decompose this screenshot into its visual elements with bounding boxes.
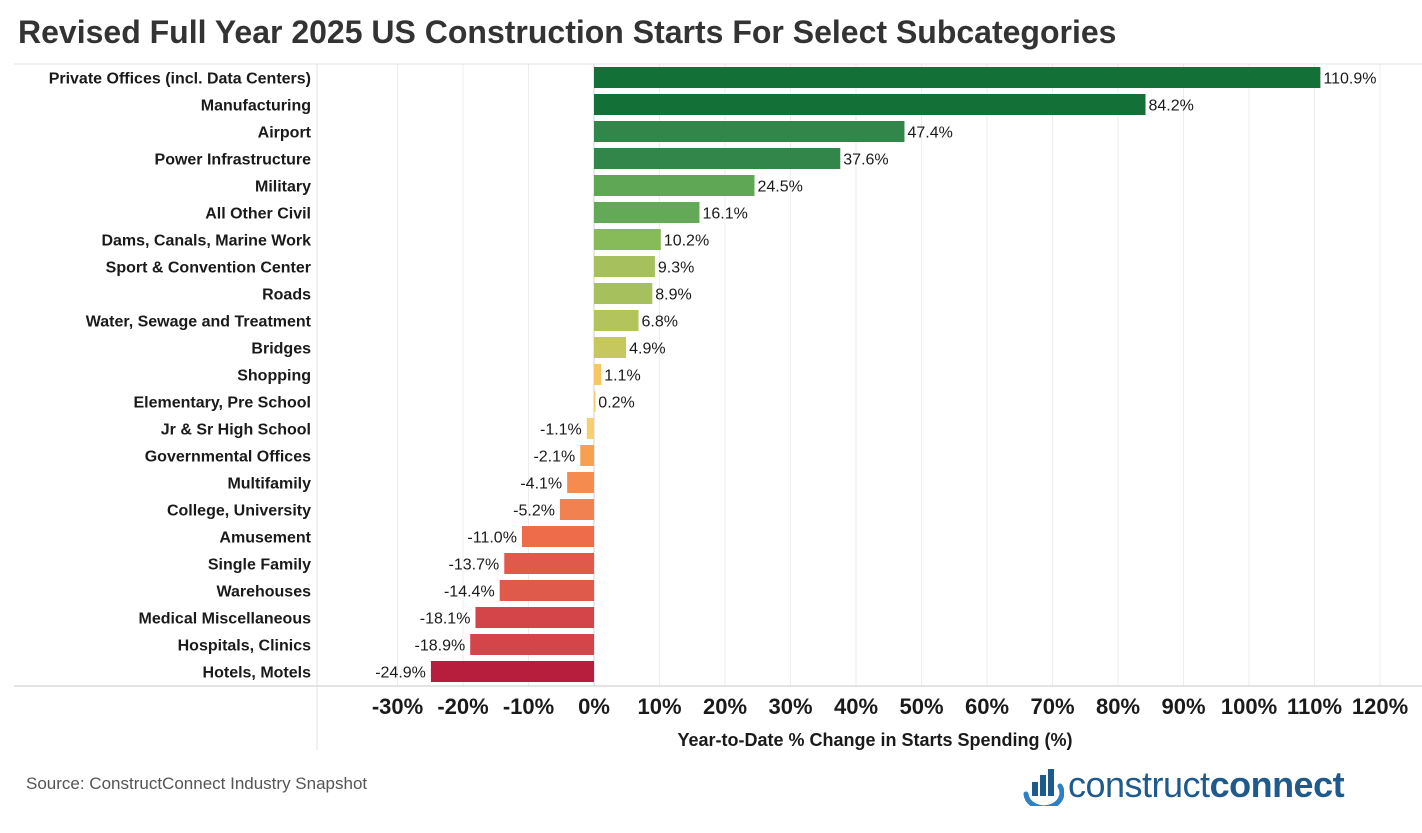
value-label: 4.9% xyxy=(629,341,665,358)
category-label: All Other Civil xyxy=(205,206,311,223)
bar xyxy=(504,553,594,574)
bar xyxy=(594,229,661,250)
bar xyxy=(499,580,594,601)
bar xyxy=(594,121,905,142)
value-label: -18.1% xyxy=(420,611,471,628)
bar xyxy=(586,418,594,439)
category-label: Hospitals, Clinics xyxy=(178,638,311,655)
x-axis-ticks: -30% -20% -10% 0% 10% 20% 30% 40% 50% 60% 70% 80% 90… xyxy=(372,694,1408,719)
x-tick-label: 50% xyxy=(899,694,943,719)
bar xyxy=(594,256,655,277)
category-label: Manufacturing xyxy=(201,98,311,115)
value-label: 24.5% xyxy=(757,179,802,196)
logo-wordmark-construct: construct xyxy=(1068,764,1210,805)
logo-wordmark-connect: connect xyxy=(1209,764,1345,805)
category-label: Multifamily xyxy=(227,476,311,493)
bar xyxy=(594,202,700,223)
bar xyxy=(594,310,639,331)
category-label: Governmental Offices xyxy=(145,449,311,466)
bar xyxy=(430,661,594,682)
category-label: Medical Miscellaneous xyxy=(138,611,311,628)
bar xyxy=(580,445,594,466)
value-label: 6.8% xyxy=(642,314,678,331)
value-label: 16.1% xyxy=(702,206,747,223)
category-labels: Private Offices (incl. Data Centers) Manu… xyxy=(49,71,312,682)
chart-frame xyxy=(14,63,1422,750)
value-label: 37.6% xyxy=(843,152,888,169)
bar xyxy=(594,148,841,169)
bar-chart-globe-icon xyxy=(1023,769,1064,806)
bar xyxy=(594,175,755,196)
bar xyxy=(594,283,653,304)
value-label: 0.2% xyxy=(598,395,634,412)
value-label: 84.2% xyxy=(1149,98,1194,115)
x-tick-label: -30% xyxy=(372,694,423,719)
gridlines xyxy=(397,64,1381,686)
category-label: Shopping xyxy=(237,368,311,385)
category-label: Military xyxy=(255,179,311,196)
x-tick-label: 110% xyxy=(1287,694,1342,719)
bar xyxy=(567,472,594,493)
x-tick-label: -10% xyxy=(503,694,554,719)
value-labels: 110.9% 84.2% 47.4% 37.6% 24.5% 16.1% 10.2% 9.3%… xyxy=(375,71,1376,682)
category-label: Hotels, Motels xyxy=(203,665,312,682)
value-label: -5.2% xyxy=(513,503,555,520)
value-label: 1.1% xyxy=(604,368,640,385)
value-label: -4.1% xyxy=(520,476,562,493)
value-label: 47.4% xyxy=(907,125,952,142)
value-label: 8.9% xyxy=(655,287,691,304)
bar xyxy=(470,634,594,655)
bar xyxy=(594,337,627,358)
x-tick-label: 100% xyxy=(1221,694,1277,719)
bar xyxy=(594,94,1146,115)
category-label: Single Family xyxy=(208,557,311,574)
bar xyxy=(594,364,602,385)
category-label: Jr & Sr High School xyxy=(161,422,311,439)
x-tick-label: 60% xyxy=(965,694,1009,719)
category-label: Airport xyxy=(258,125,312,142)
chart-title: Revised Full Year 2025 US Construction S… xyxy=(18,14,1117,50)
x-tick-label: 30% xyxy=(768,694,812,719)
value-label: -24.9% xyxy=(375,665,426,682)
category-label: Elementary, Pre School xyxy=(133,395,311,412)
x-tick-label: 10% xyxy=(637,694,681,719)
x-tick-label: 70% xyxy=(1030,694,1074,719)
category-label: Dams, Canals, Marine Work xyxy=(101,233,311,250)
category-label: Warehouses xyxy=(216,584,311,601)
bar xyxy=(475,607,594,628)
x-tick-label: 120% xyxy=(1352,694,1408,719)
value-label: 10.2% xyxy=(664,233,709,250)
value-label: -13.7% xyxy=(449,557,500,574)
x-tick-label: 90% xyxy=(1161,694,1205,719)
source-note: Source: ConstructConnect Industry Snapsh… xyxy=(26,774,368,793)
value-label: -1.1% xyxy=(540,422,582,439)
bar xyxy=(559,499,594,520)
category-label: Power Infrastructure xyxy=(155,152,312,169)
x-tick-label: 0% xyxy=(578,694,610,719)
bar xyxy=(521,526,594,547)
bar-chart: Private Offices (incl. Data Centers) Manu… xyxy=(14,63,1422,750)
brand-logo: construct connect xyxy=(1020,764,1345,806)
bar xyxy=(594,391,596,412)
value-label: 110.9% xyxy=(1323,71,1376,88)
bar xyxy=(594,67,1321,88)
x-axis-title: Year-to-Date % Change in Starts Spending… xyxy=(677,730,1072,750)
x-tick-label: -20% xyxy=(437,694,488,719)
category-label: Sport & Convention Center xyxy=(106,260,311,277)
x-tick-label: 40% xyxy=(834,694,878,719)
category-label: Water, Sewage and Treatment xyxy=(86,314,312,331)
category-label: Private Offices (incl. Data Centers) xyxy=(49,71,311,88)
category-label: Roads xyxy=(262,287,311,304)
value-label: 9.3% xyxy=(658,260,694,277)
value-label: -11.0% xyxy=(467,530,517,547)
category-label: College, University xyxy=(167,503,311,520)
x-tick-label: 20% xyxy=(703,694,747,719)
x-tick-label: 80% xyxy=(1096,694,1140,719)
bars xyxy=(430,67,1321,682)
value-label: -14.4% xyxy=(444,584,495,601)
value-label: -18.9% xyxy=(415,638,466,655)
category-label: Amusement xyxy=(219,530,311,547)
category-label: Bridges xyxy=(251,341,311,358)
value-label: -2.1% xyxy=(533,449,575,466)
